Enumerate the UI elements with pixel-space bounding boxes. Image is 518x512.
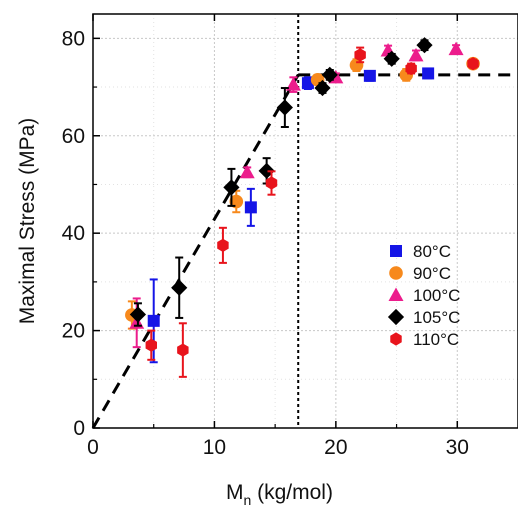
y-axis-title: Maximal Stress (MPa) <box>16 118 39 325</box>
data-point <box>416 37 433 54</box>
y-tick-label: 60 <box>62 125 85 148</box>
data-point <box>276 99 293 116</box>
legend-label: 105°C <box>413 308 460 327</box>
legend-item: 80°C <box>390 242 451 261</box>
series-110°C <box>145 46 479 378</box>
axes-layer: 0 10 20 30 0 20 40 60 80 Mn (kg/mol) Maximal Stres… <box>16 13 518 508</box>
plot-frame <box>92 13 518 429</box>
x-tick-label: 20 <box>324 436 347 459</box>
data-point <box>383 50 400 67</box>
legend-label: 100°C <box>413 286 460 305</box>
data-point <box>467 57 479 71</box>
data-point <box>405 61 417 76</box>
data-point <box>314 79 331 97</box>
y-tick-label: 20 <box>62 320 85 343</box>
data-point <box>244 201 257 214</box>
legend-label: 80°C <box>413 242 451 261</box>
data-point <box>171 279 188 296</box>
series-105°C <box>129 37 433 327</box>
data-point <box>321 66 338 83</box>
legend-marker <box>390 332 402 346</box>
x-axis-title-subscript: n <box>244 492 252 508</box>
data-point <box>217 238 229 252</box>
y-tick-label: 0 <box>73 417 85 440</box>
x-tick-label: 10 <box>203 436 226 459</box>
series-layer <box>125 37 480 378</box>
series-100°C <box>129 41 464 349</box>
legend-item: 105°C <box>387 308 460 327</box>
fit-line-rising <box>91 74 300 429</box>
legend-item: 90°C <box>389 264 451 283</box>
fit-lines <box>91 14 518 429</box>
data-point <box>408 47 424 62</box>
legend-marker <box>390 245 402 257</box>
legend: 80°C 90°C 100°C 105°C 110°C <box>387 242 460 349</box>
legend-item: 100°C <box>388 286 460 305</box>
x-tick-label: 30 <box>446 436 469 459</box>
y-tick-label: 40 <box>62 222 85 245</box>
legend-marker <box>388 287 404 301</box>
data-point <box>448 41 464 56</box>
legend-marker <box>387 308 405 326</box>
data-point <box>363 69 376 82</box>
x-axis-title-units: (kg/mol) <box>251 481 333 504</box>
data-point <box>285 77 301 91</box>
data-point <box>265 176 278 190</box>
y-tick-label: 80 <box>62 27 85 50</box>
legend-marker <box>389 266 403 280</box>
x-tick-label: 0 <box>87 436 99 459</box>
data-point <box>129 306 147 323</box>
legend-item: 110°C <box>390 330 459 349</box>
series-80°C <box>147 67 435 364</box>
legend-label: 110°C <box>413 330 459 349</box>
data-point <box>239 164 255 179</box>
data-point <box>258 162 275 179</box>
legend-label: 90°C <box>413 264 451 283</box>
x-axis-title-main: M <box>226 481 244 504</box>
x-axis-title: Mn (kg/mol) <box>226 481 333 508</box>
data-point <box>177 343 189 357</box>
data-point <box>223 179 240 196</box>
data-point <box>145 338 157 352</box>
data-point <box>147 314 160 327</box>
data-point <box>422 67 435 80</box>
data-point <box>354 48 366 62</box>
